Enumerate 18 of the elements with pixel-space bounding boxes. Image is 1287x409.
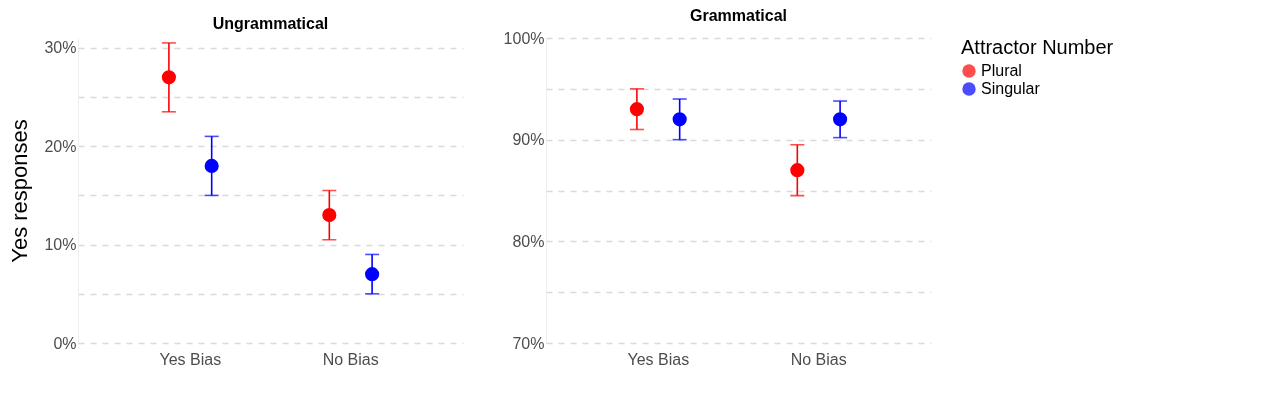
x-tick-label: Yes Bias	[159, 350, 222, 368]
y-tick-label: 90%	[512, 131, 545, 149]
legend-title: Attractor Number	[961, 36, 1114, 58]
y-tick-label: 30%	[44, 39, 77, 57]
y-axis-title: Yes responses	[7, 119, 33, 263]
legend-label: Singular	[981, 80, 1041, 97]
legend-label: Plural	[981, 62, 1022, 79]
y-tick-label: 10%	[44, 236, 77, 254]
y-tick-label: 100%	[503, 29, 545, 47]
x-tick-label: No Bias	[322, 350, 379, 368]
x-tick-label: No Bias	[790, 350, 847, 368]
chart-title: Grammatical	[690, 7, 787, 24]
y-tick-label: 80%	[512, 232, 545, 250]
x-tick-label: Yes Bias	[627, 350, 690, 368]
y-tick-label: 0%	[53, 334, 77, 352]
y-tick-label: 20%	[44, 137, 77, 155]
chart-title: Ungrammatical	[212, 15, 329, 32]
y-tick-label: 70%	[512, 334, 545, 352]
